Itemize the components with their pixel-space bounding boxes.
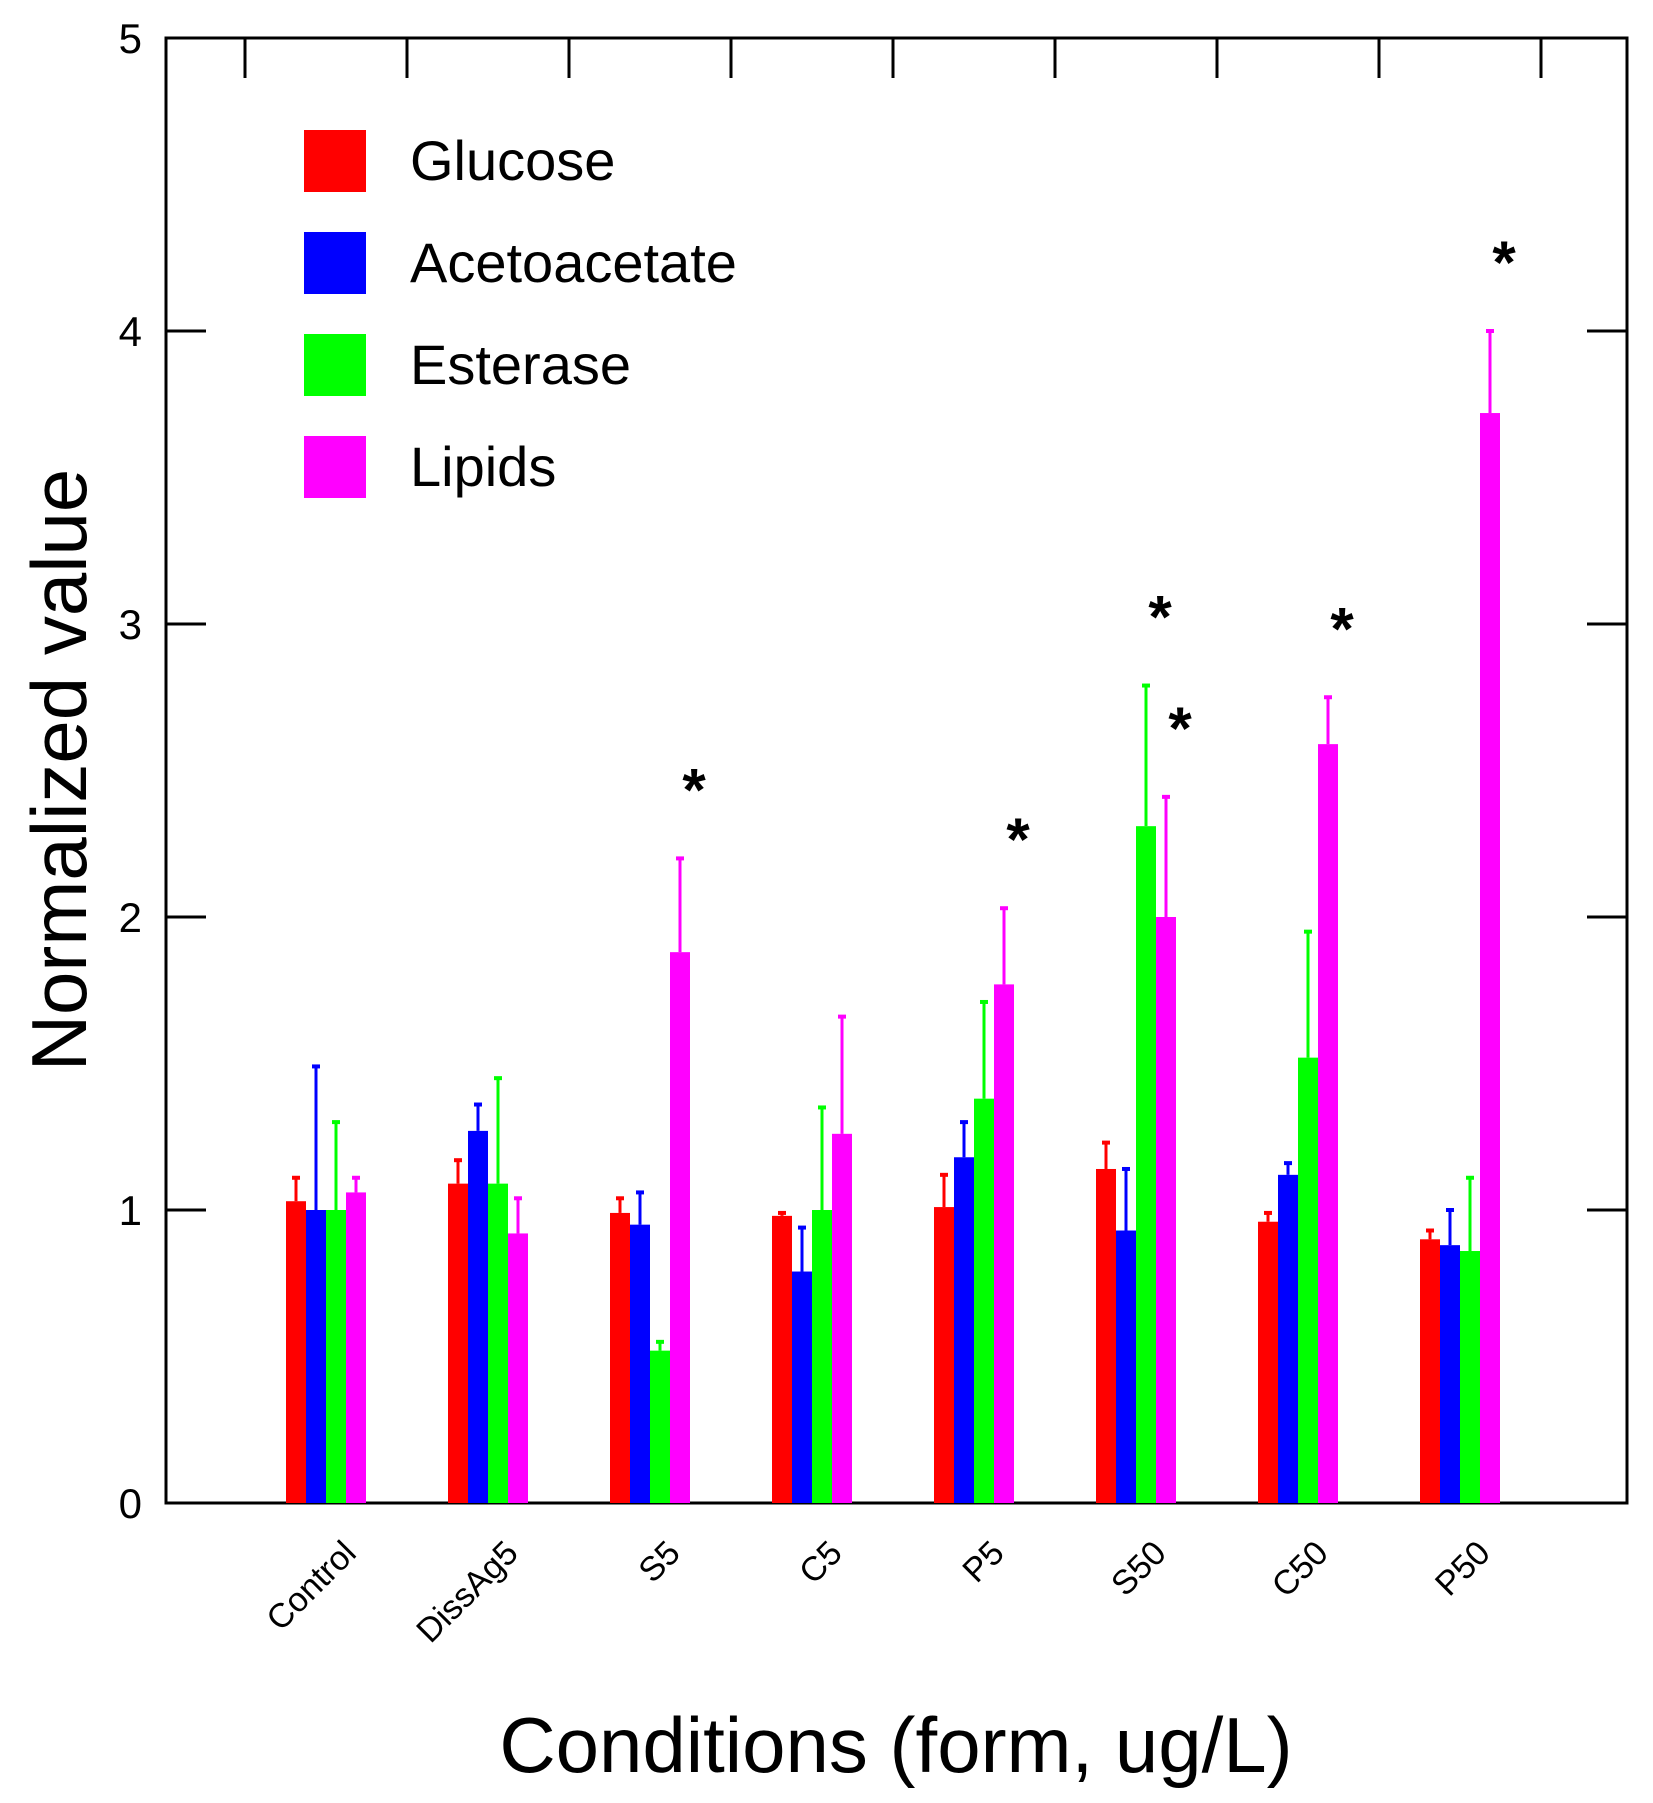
significance-star: * — [1330, 595, 1354, 662]
bars-layer — [286, 413, 1500, 1503]
bar — [974, 1098, 994, 1503]
x-tick-label: C50 — [1265, 1534, 1336, 1605]
legend-label: Acetoacetate — [410, 231, 737, 294]
bar — [772, 1215, 792, 1503]
legend-label: Lipids — [410, 435, 556, 498]
legend: Glucose Acetoacetate Esterase Lipids — [304, 129, 737, 498]
bar — [1136, 826, 1156, 1503]
legend-swatch — [304, 436, 366, 498]
bar — [1420, 1239, 1440, 1503]
bar — [1156, 917, 1176, 1503]
bar — [650, 1350, 670, 1503]
bar — [448, 1183, 468, 1503]
bar — [1096, 1168, 1116, 1503]
bar — [1298, 1057, 1318, 1503]
bar — [934, 1207, 954, 1503]
bar — [1116, 1230, 1136, 1503]
legend-swatch — [304, 232, 366, 294]
x-tick-label: C5 — [792, 1534, 850, 1592]
bar — [1480, 413, 1500, 1503]
x-axis-title: Conditions (form, ug/L) — [499, 1701, 1292, 1789]
x-tick-label: P50 — [1428, 1534, 1498, 1604]
bar — [832, 1133, 852, 1503]
bar — [1278, 1174, 1298, 1503]
x-tick-label: S5 — [631, 1534, 687, 1590]
bar — [994, 984, 1014, 1503]
legend-swatch — [304, 130, 366, 192]
y-tick-label: 1 — [119, 1187, 142, 1234]
bar — [630, 1224, 650, 1503]
x-tick-label: Control — [259, 1534, 363, 1638]
bar — [346, 1192, 366, 1503]
y-axis-ticks: 0 1 2 3 4 5 — [119, 15, 1627, 1527]
bar — [792, 1271, 812, 1503]
bar — [1258, 1221, 1278, 1503]
y-axis-title: Normalized value — [15, 469, 103, 1072]
x-tick-label: S50 — [1104, 1534, 1174, 1604]
bar — [954, 1157, 974, 1503]
significance-star: * — [1168, 695, 1192, 762]
significance-star: * — [1148, 584, 1172, 651]
bar — [670, 952, 690, 1503]
x-tick-label: P5 — [955, 1534, 1011, 1590]
bar — [812, 1210, 832, 1503]
plot-frame — [164, 36, 1629, 1505]
significance-star: * — [682, 756, 706, 823]
y-tick-label: 4 — [119, 308, 142, 355]
significance-star: * — [1006, 806, 1030, 873]
y-tick-label: 2 — [119, 894, 142, 941]
error-bars-layer — [292, 329, 1494, 1351]
y-tick-label: 0 — [119, 1480, 142, 1527]
bar — [1318, 744, 1338, 1503]
significance-star: * — [1492, 229, 1516, 296]
y-tick-label: 3 — [119, 601, 142, 648]
significance-markers: * * * * * * — [682, 229, 1516, 873]
bar — [610, 1212, 630, 1503]
bar — [488, 1183, 508, 1503]
y-tick-label: 5 — [119, 15, 142, 62]
bar — [1440, 1245, 1460, 1503]
bar — [306, 1210, 326, 1503]
bar — [468, 1130, 488, 1503]
bar — [508, 1233, 528, 1503]
bar — [326, 1210, 346, 1503]
legend-label: Esterase — [410, 333, 631, 396]
bar — [286, 1201, 306, 1503]
legend-label: Glucose — [410, 129, 615, 192]
bar — [1460, 1251, 1480, 1503]
legend-swatch — [304, 334, 366, 396]
x-tick-label: DissAg5 — [409, 1534, 525, 1650]
